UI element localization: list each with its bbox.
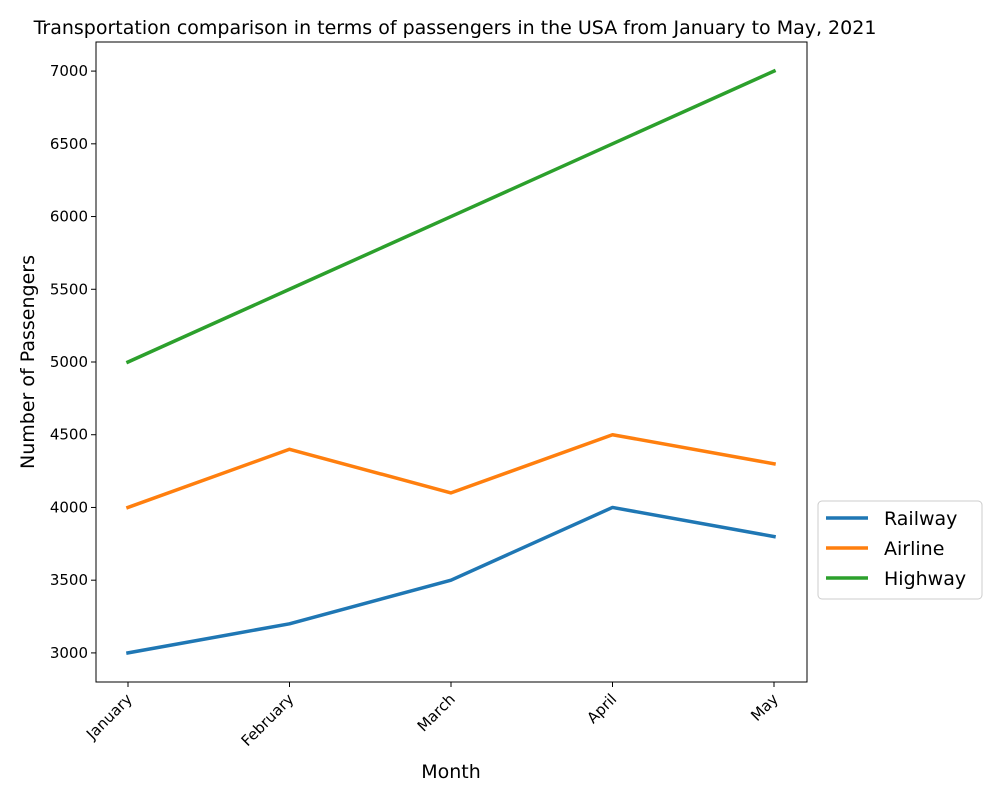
series-line-highway bbox=[125, 68, 777, 365]
series-line-airline bbox=[125, 432, 777, 510]
x-tick-label: April bbox=[583, 690, 620, 727]
x-tick-label: May bbox=[747, 690, 782, 725]
legend-box bbox=[817, 500, 983, 600]
y-tick-label: 4500 bbox=[50, 426, 88, 444]
legend: Railway Airline Highway bbox=[817, 500, 983, 600]
y-tick-label: 5500 bbox=[50, 280, 88, 298]
y-tick-label: 6000 bbox=[50, 208, 88, 226]
y-tick-label: 4000 bbox=[50, 498, 88, 516]
x-axis: January February March April May bbox=[82, 682, 782, 750]
x-tick-label: March bbox=[414, 690, 459, 735]
x-tick-label: February bbox=[238, 690, 298, 750]
legend-label-highway: Highway bbox=[884, 568, 966, 590]
y-axis: 3000 3500 4000 4500 5000 5500 6000 6500 7000 bbox=[50, 62, 96, 662]
x-axis-label: Month bbox=[421, 761, 481, 783]
x-tick-label: January bbox=[82, 690, 136, 744]
chart-title: Transportation comparison in terms of pa… bbox=[33, 17, 877, 39]
y-tick-label: 3000 bbox=[50, 644, 88, 662]
plot-area bbox=[95, 41, 808, 683]
y-tick-label: 7000 bbox=[50, 62, 88, 80]
legend-label-airline: Airline bbox=[884, 538, 944, 560]
series-line-railway bbox=[125, 505, 777, 655]
y-tick-label: 6500 bbox=[50, 135, 88, 153]
y-tick-label: 5000 bbox=[50, 353, 88, 371]
y-tick-label: 3500 bbox=[50, 571, 88, 589]
y-axis-label: Number of Passengers bbox=[17, 255, 39, 469]
series-lines bbox=[125, 68, 777, 655]
legend-label-railway: Railway bbox=[884, 508, 957, 530]
